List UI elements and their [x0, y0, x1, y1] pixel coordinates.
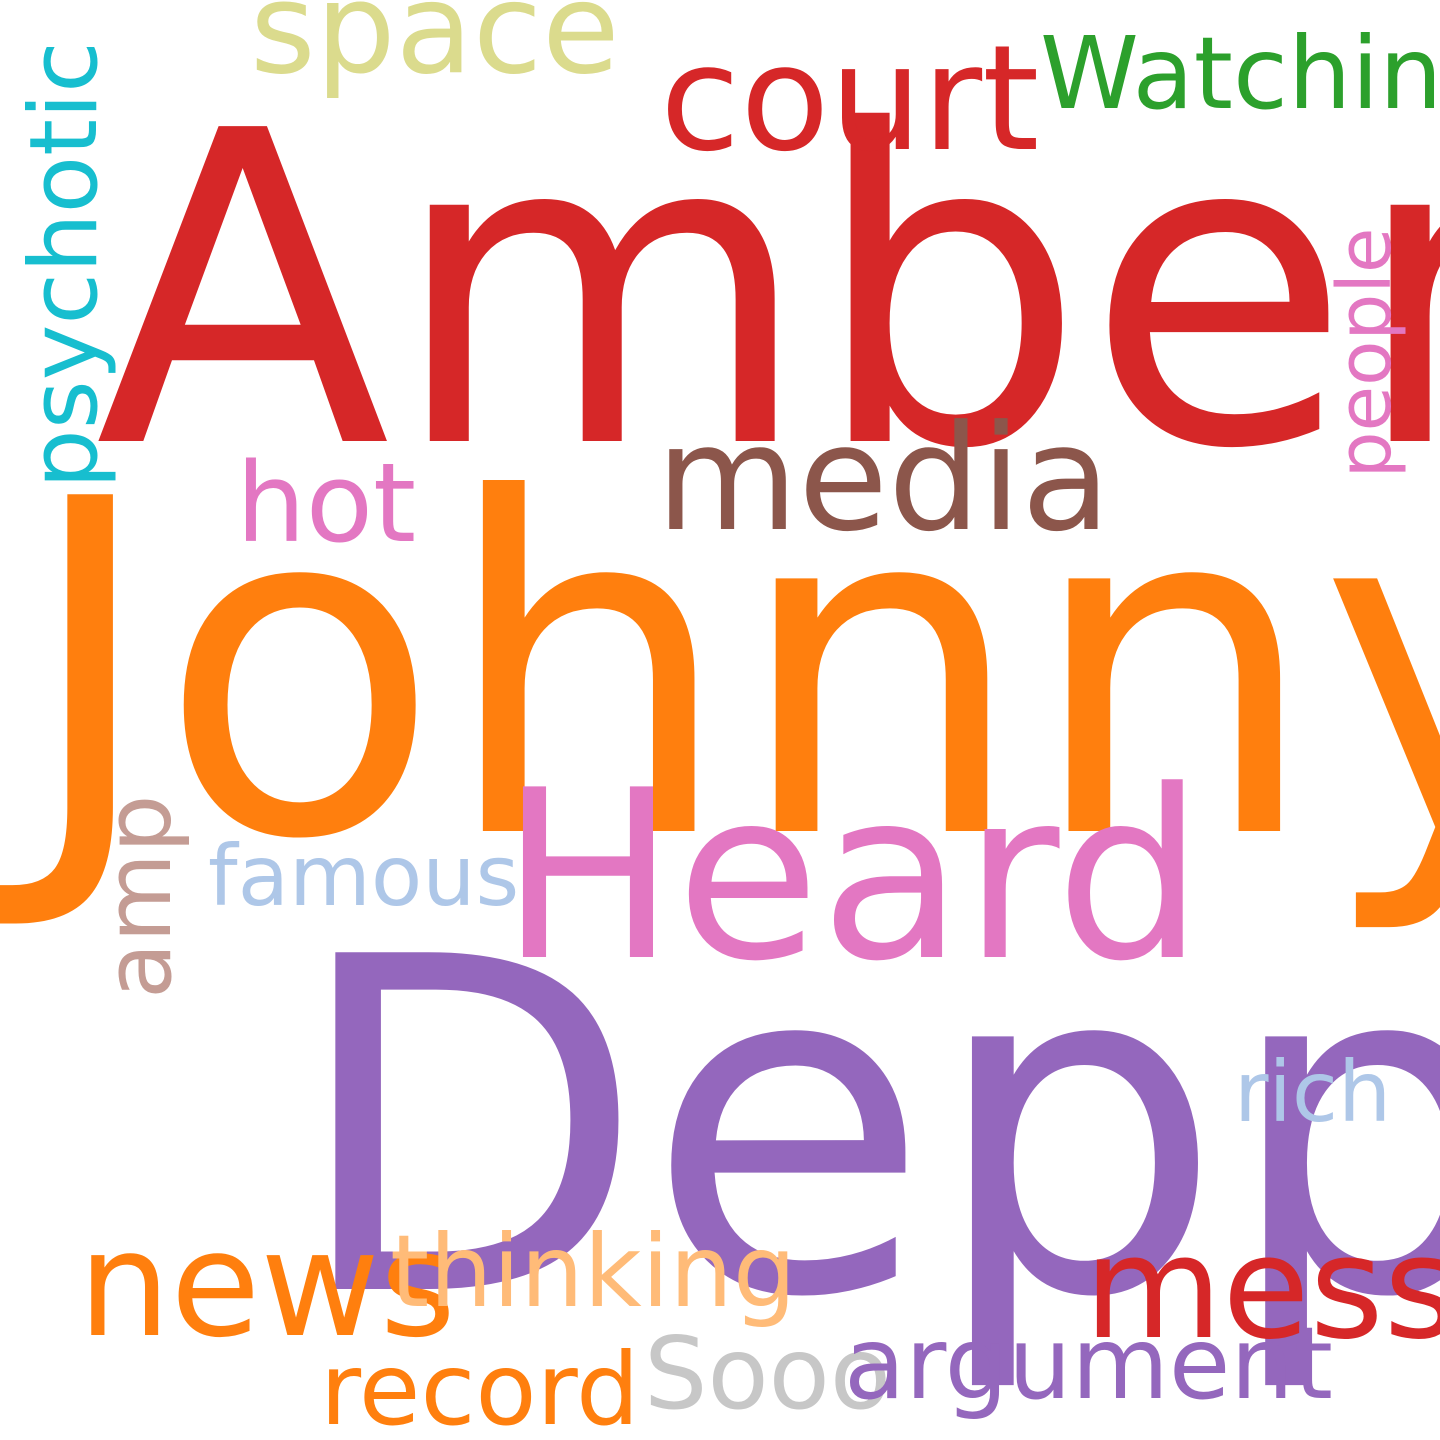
word-johnny: Johnny — [22, 402, 1440, 940]
word-news: news — [78, 1200, 456, 1370]
word-depp: Depp — [290, 860, 1440, 1398]
word-rich: rich — [1234, 1043, 1392, 1141]
word-argument: argument — [844, 1305, 1334, 1422]
word-record: record — [320, 1331, 640, 1440]
word-mess: mess — [1084, 1206, 1440, 1371]
word-famous: famous — [208, 827, 520, 925]
word-watching: Watching — [1040, 15, 1440, 132]
word-court: court — [660, 14, 1040, 184]
word-psychotic: psychotic — [10, 41, 119, 489]
word-hot: hot — [236, 439, 417, 567]
word-sooo: Sooo — [644, 1315, 892, 1432]
word-heard: Heard — [500, 741, 1204, 1013]
word-media: media — [656, 394, 1111, 564]
word-people: people — [1322, 227, 1408, 479]
word-amber: Amber — [95, 40, 1440, 543]
word-thinking: thinking — [390, 1213, 797, 1330]
word-space: space — [250, 0, 620, 102]
word-amp: amp — [85, 794, 192, 999]
